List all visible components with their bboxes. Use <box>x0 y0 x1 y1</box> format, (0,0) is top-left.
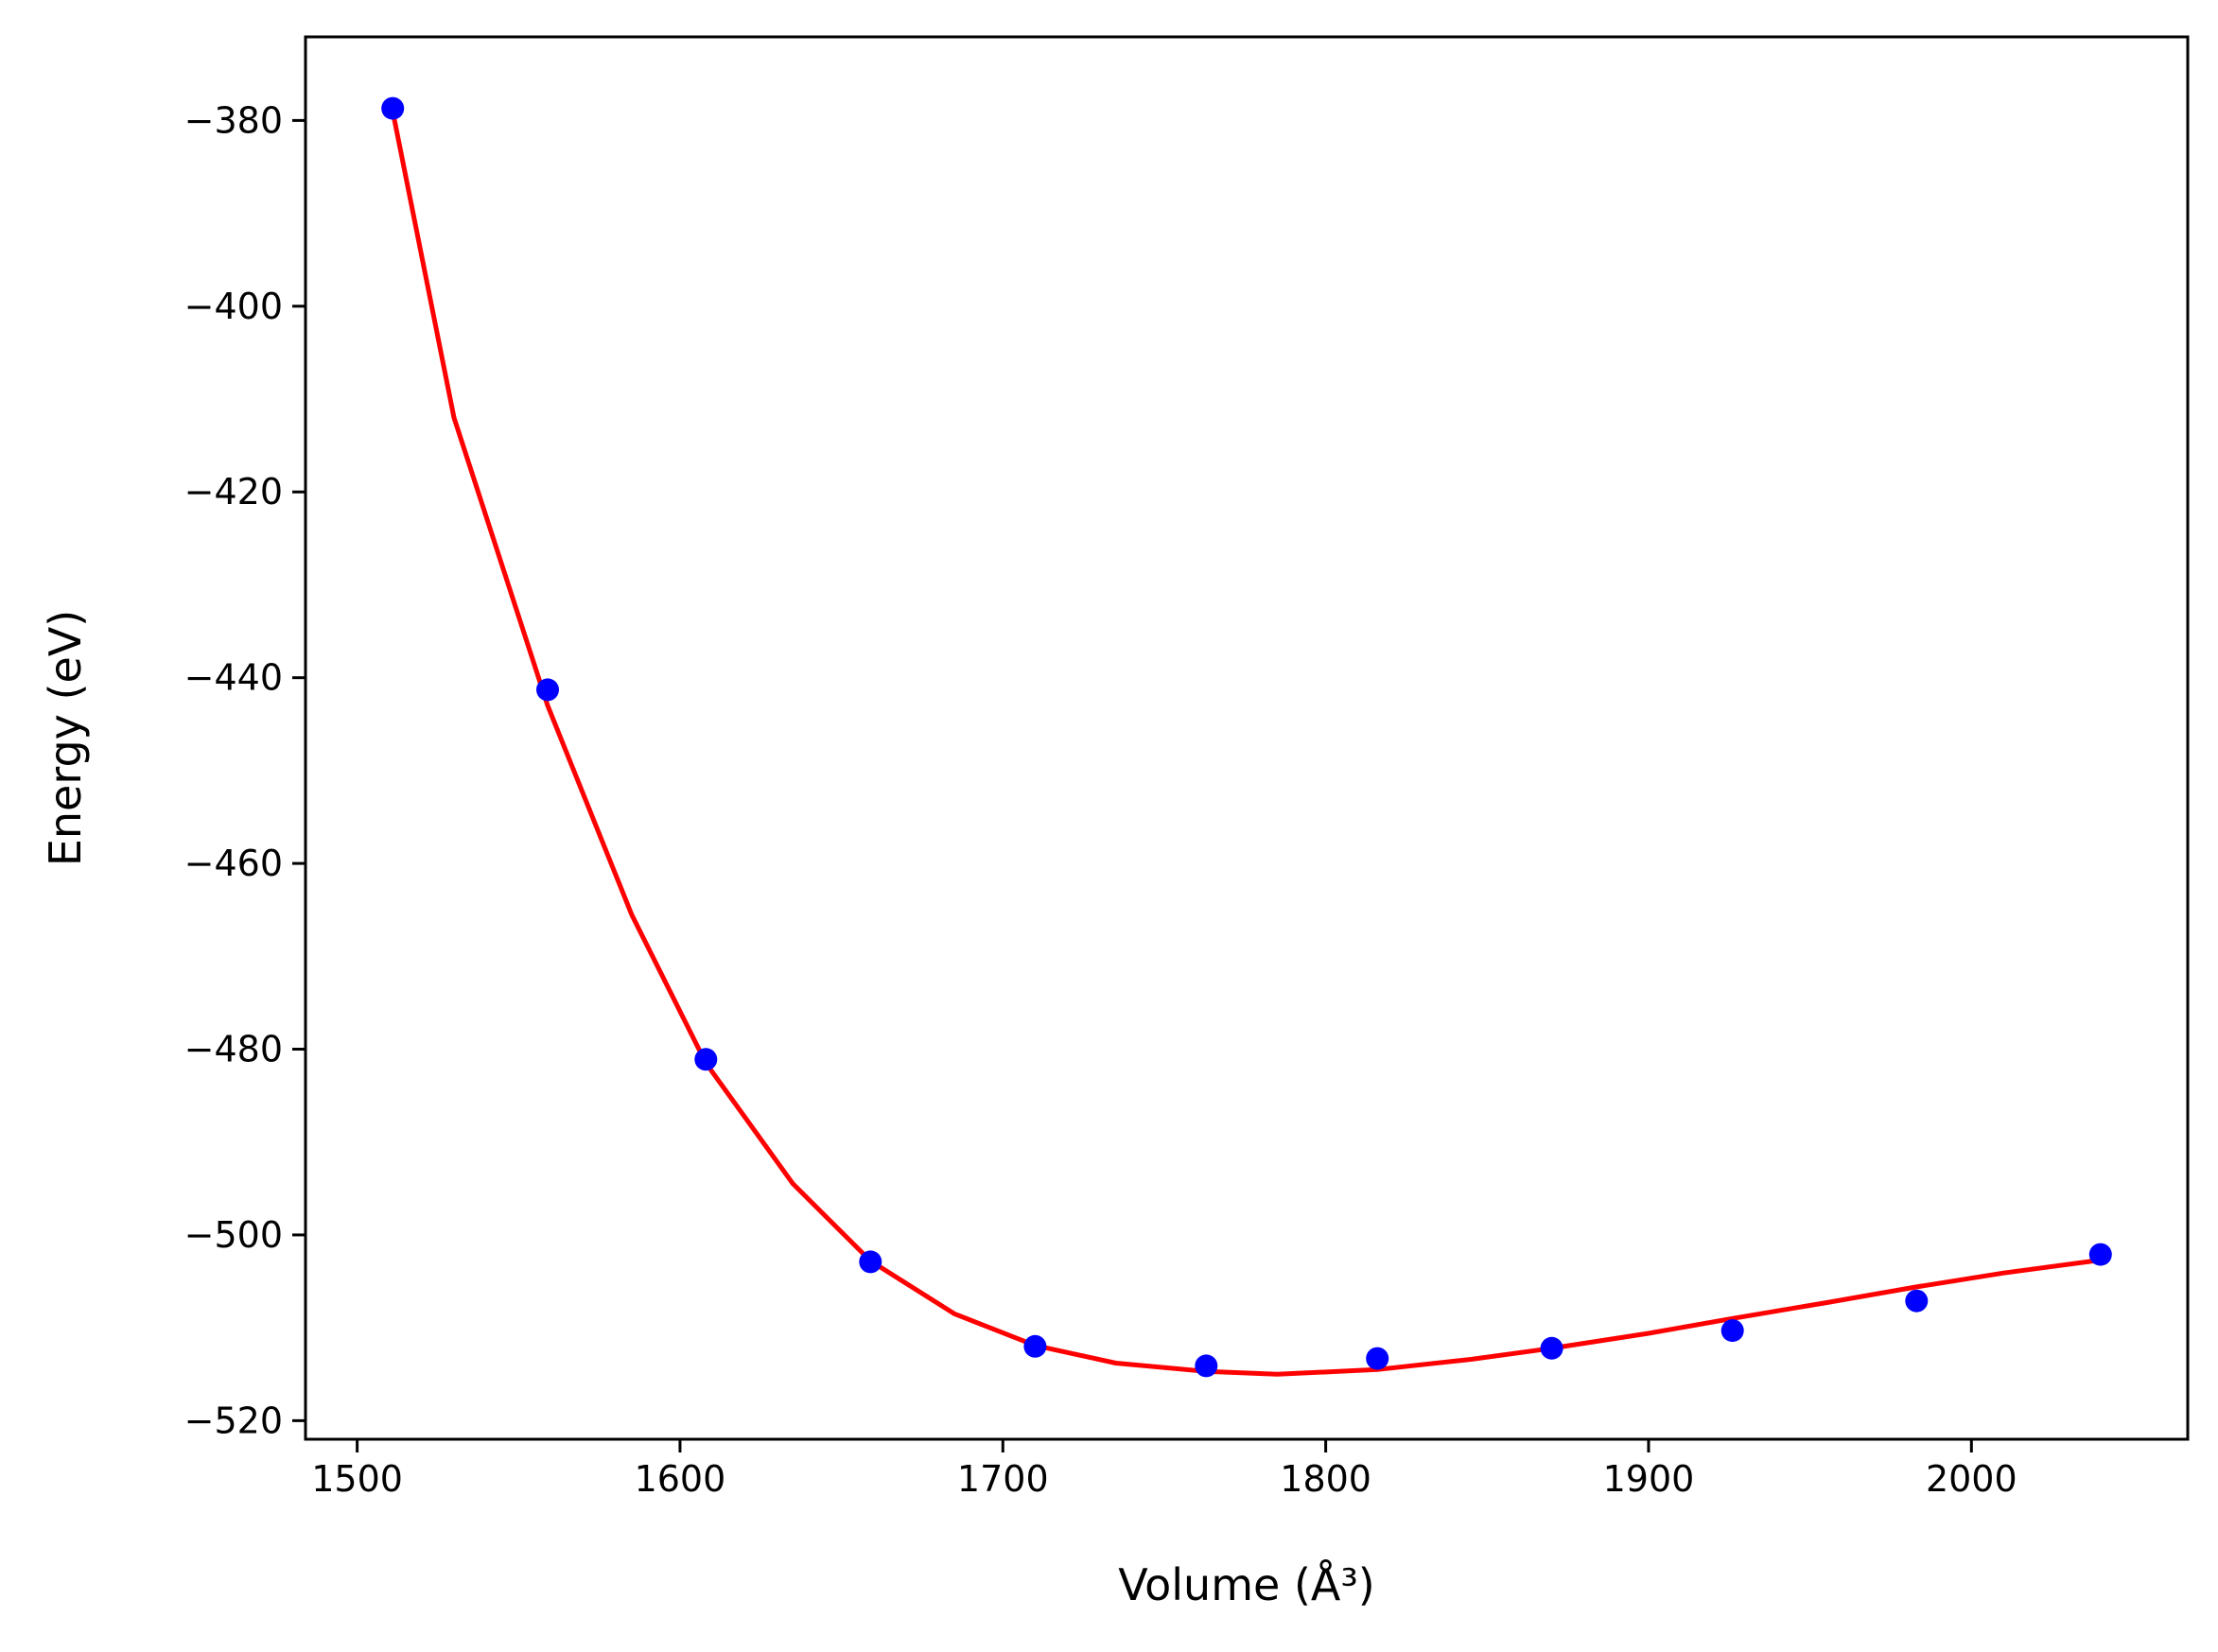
data-point <box>2088 1243 2112 1266</box>
x-tick-label: 1600 <box>635 1458 726 1500</box>
y-axis-label-unit: (eV) <box>40 610 91 701</box>
y-tick-label: −420 <box>184 471 283 513</box>
y-tick-label: −380 <box>184 99 283 141</box>
y-tick-label: −400 <box>184 286 283 327</box>
plot-frame <box>304 35 2190 1441</box>
y-axis-label-text: Energy <box>40 714 91 866</box>
data-point <box>536 678 559 702</box>
y-tick-label: −520 <box>184 1400 283 1441</box>
x-axis-ticks: 1500 1600 1700 1800 1900 2000 <box>311 1439 2017 1500</box>
data-point <box>859 1250 882 1274</box>
y-tick-label: −500 <box>184 1214 283 1256</box>
data-point <box>1720 1319 1744 1343</box>
data-point <box>1905 1289 1929 1313</box>
y-axis-ticks: −380 −400 −420 −440 −460 −480 −500 −520 <box>184 99 306 1441</box>
x-axis-label-text: Volume <box>1118 1559 1280 1610</box>
data-point <box>1023 1334 1047 1358</box>
x-tick-label: 1700 <box>957 1458 1049 1500</box>
data-point <box>1540 1336 1563 1360</box>
y-tick-label: −480 <box>184 1029 283 1070</box>
y-axis-label: Energy (eV) <box>40 610 91 866</box>
data-point <box>694 1048 718 1071</box>
x-tick-label: 1800 <box>1280 1458 1371 1500</box>
y-tick-label: −460 <box>184 843 283 884</box>
y-tick-label: −440 <box>184 657 283 699</box>
x-tick-label: 1900 <box>1603 1458 1695 1500</box>
plot-marks <box>381 96 2112 1378</box>
x-tick-label: 1500 <box>311 1458 403 1500</box>
x-tick-label: 2000 <box>1926 1458 2017 1500</box>
x-axis-label: Volume (Å³) <box>1118 1559 1375 1610</box>
data-point <box>1366 1347 1389 1370</box>
data-point <box>381 96 405 120</box>
data-point <box>1195 1354 1218 1378</box>
x-axis-label-unit: (Å³) <box>1294 1559 1375 1610</box>
